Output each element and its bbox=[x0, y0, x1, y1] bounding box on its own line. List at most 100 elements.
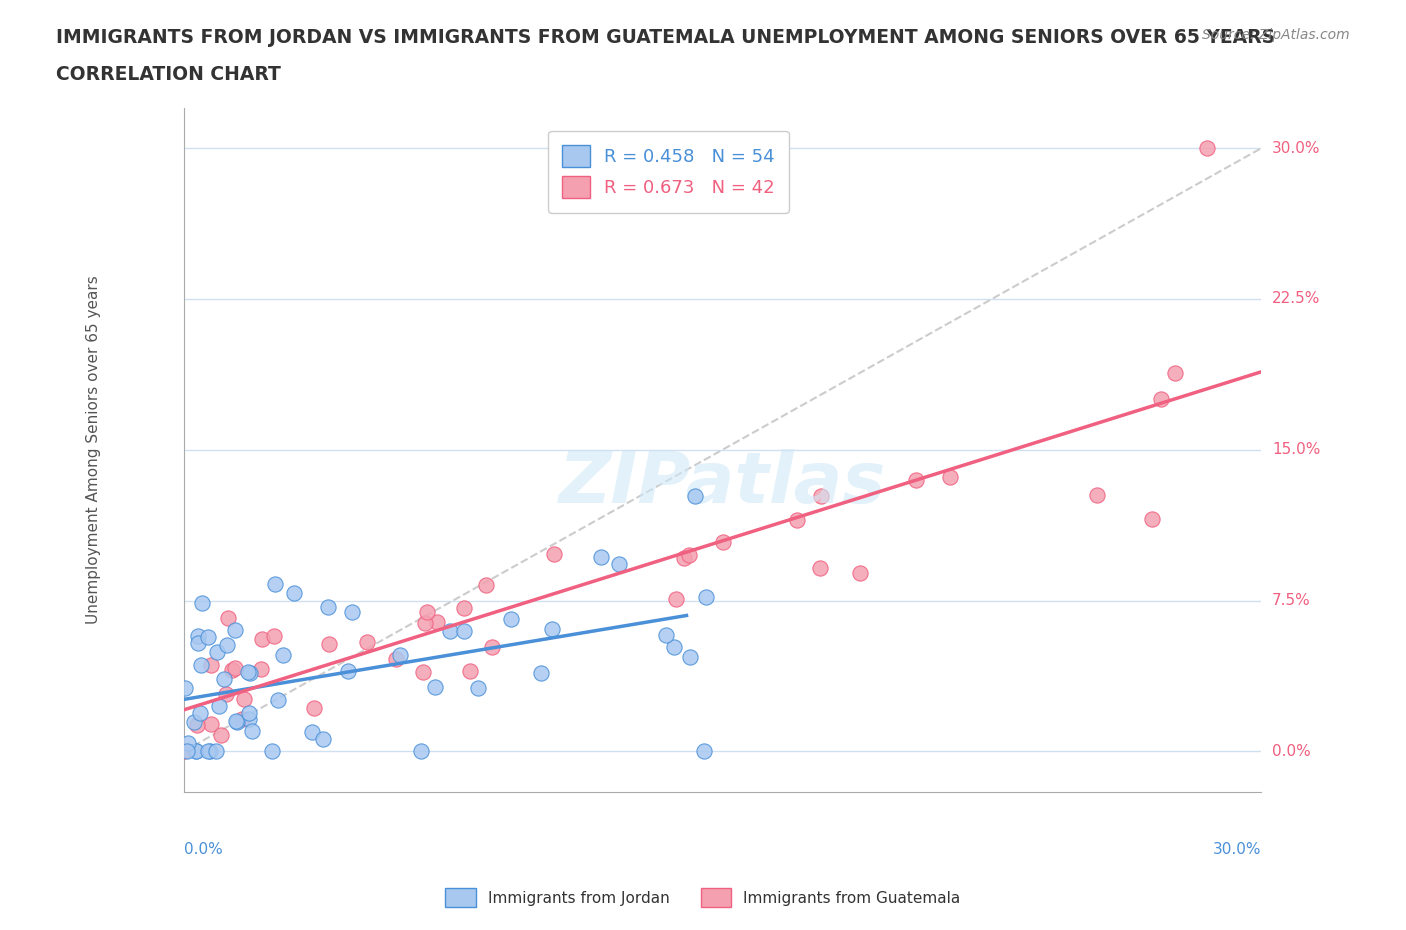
Point bbox=[693, 744, 716, 759]
Point bbox=[221, 662, 243, 677]
Point bbox=[177, 736, 200, 751]
Point bbox=[1197, 140, 1219, 155]
Text: 15.0%: 15.0% bbox=[1272, 443, 1320, 458]
Legend: Immigrants from Jordan, Immigrants from Guatemala: Immigrants from Jordan, Immigrants from … bbox=[439, 883, 967, 913]
Point bbox=[197, 630, 219, 644]
Point bbox=[439, 624, 461, 639]
Point bbox=[198, 744, 221, 759]
Point bbox=[200, 717, 222, 732]
Point bbox=[174, 681, 197, 696]
Point bbox=[262, 744, 284, 759]
Point bbox=[224, 661, 246, 676]
Point bbox=[1150, 392, 1173, 406]
Point bbox=[252, 631, 274, 646]
Point bbox=[1164, 365, 1187, 380]
Point bbox=[318, 636, 340, 651]
Point bbox=[304, 701, 326, 716]
Point bbox=[173, 744, 195, 759]
Point bbox=[529, 666, 551, 681]
Point bbox=[453, 601, 475, 616]
Point bbox=[409, 744, 432, 759]
Point bbox=[183, 714, 205, 729]
Point bbox=[848, 566, 870, 581]
Point bbox=[541, 621, 564, 636]
Point bbox=[388, 647, 411, 662]
Text: 0.0%: 0.0% bbox=[184, 842, 222, 857]
Point bbox=[205, 744, 228, 759]
Point bbox=[225, 714, 247, 729]
Point bbox=[176, 744, 198, 759]
Point bbox=[231, 712, 253, 727]
Point bbox=[238, 706, 260, 721]
Point bbox=[186, 717, 208, 732]
Point bbox=[212, 672, 235, 687]
Point bbox=[672, 551, 695, 565]
Point bbox=[184, 744, 207, 759]
Text: 30.0%: 30.0% bbox=[1213, 842, 1261, 857]
Point bbox=[240, 724, 263, 738]
Point bbox=[786, 512, 808, 527]
Legend: R = 0.458   N = 54, R = 0.673   N = 42: R = 0.458 N = 54, R = 0.673 N = 42 bbox=[548, 131, 789, 213]
Point bbox=[938, 470, 960, 485]
Point bbox=[499, 611, 522, 626]
Point bbox=[413, 616, 436, 631]
Point bbox=[1085, 487, 1108, 502]
Point bbox=[187, 635, 209, 650]
Text: IMMIGRANTS FROM JORDAN VS IMMIGRANTS FROM GUATEMALA UNEMPLOYMENT AMONG SENIORS O: IMMIGRANTS FROM JORDAN VS IMMIGRANTS FRO… bbox=[56, 28, 1275, 46]
Point bbox=[301, 725, 323, 740]
Point bbox=[267, 693, 290, 708]
Point bbox=[208, 699, 231, 714]
Point bbox=[200, 658, 222, 672]
Point bbox=[607, 556, 630, 571]
Point bbox=[217, 610, 239, 625]
Point bbox=[1140, 512, 1163, 526]
Point bbox=[271, 647, 294, 662]
Point bbox=[810, 489, 832, 504]
Point bbox=[340, 604, 363, 619]
Point bbox=[232, 692, 254, 707]
Point bbox=[678, 548, 700, 563]
Text: CORRELATION CHART: CORRELATION CHART bbox=[56, 65, 281, 84]
Point bbox=[905, 472, 928, 487]
Point bbox=[711, 535, 734, 550]
Point bbox=[316, 600, 339, 615]
Point bbox=[458, 663, 481, 678]
Point bbox=[249, 662, 271, 677]
Point bbox=[191, 596, 214, 611]
Point bbox=[665, 591, 688, 606]
Point bbox=[662, 640, 685, 655]
Point bbox=[808, 561, 831, 576]
Point bbox=[453, 623, 475, 638]
Point bbox=[467, 681, 489, 696]
Point bbox=[543, 547, 565, 562]
Text: ZIPatlas: ZIPatlas bbox=[558, 449, 886, 518]
Point bbox=[226, 714, 249, 729]
Point bbox=[217, 638, 239, 653]
Point bbox=[385, 652, 408, 667]
Point bbox=[336, 664, 359, 679]
Point bbox=[683, 489, 706, 504]
Point bbox=[236, 665, 259, 680]
Point bbox=[215, 686, 238, 701]
Point bbox=[426, 614, 449, 629]
Point bbox=[356, 634, 378, 649]
Point bbox=[475, 578, 498, 593]
Point bbox=[655, 628, 678, 643]
Text: Source: ZipAtlas.com: Source: ZipAtlas.com bbox=[1202, 28, 1350, 42]
Point bbox=[207, 644, 229, 659]
Text: 0.0%: 0.0% bbox=[1272, 744, 1310, 759]
Point bbox=[264, 577, 287, 591]
Point bbox=[425, 679, 447, 694]
Point bbox=[238, 711, 260, 726]
Point bbox=[416, 604, 439, 619]
Point bbox=[263, 629, 285, 644]
Point bbox=[679, 649, 702, 664]
Text: 7.5%: 7.5% bbox=[1272, 593, 1310, 608]
Point bbox=[239, 666, 262, 681]
Point bbox=[312, 732, 335, 747]
Point bbox=[184, 744, 207, 759]
Point bbox=[412, 664, 434, 679]
Point bbox=[197, 744, 219, 759]
Point bbox=[283, 586, 305, 601]
Point bbox=[695, 590, 717, 604]
